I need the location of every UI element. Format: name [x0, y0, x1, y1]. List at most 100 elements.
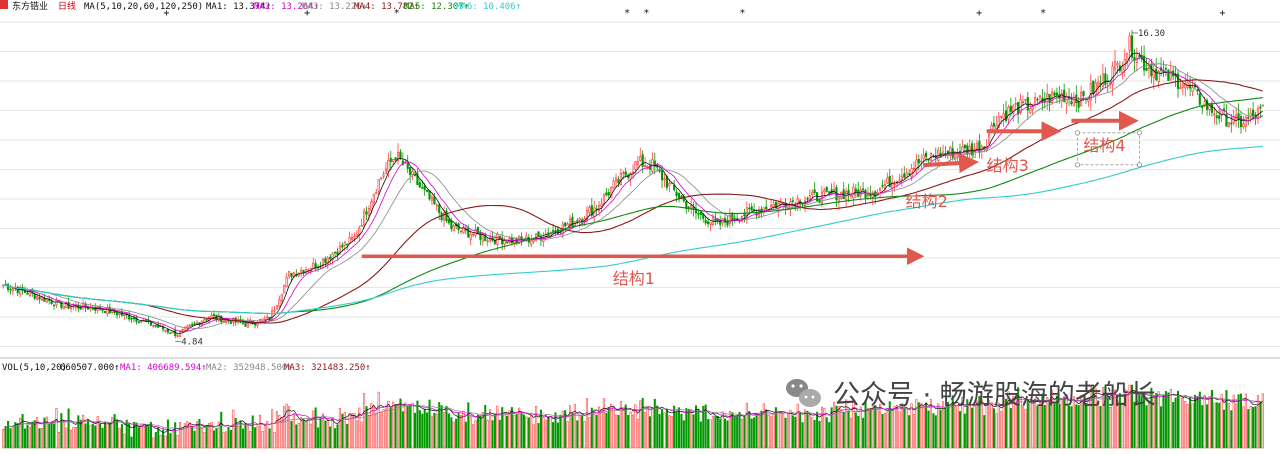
- candle-body: [564, 222, 567, 227]
- volume-bar: [1239, 393, 1243, 449]
- candle-body: [82, 303, 85, 309]
- candle-body: [796, 198, 799, 205]
- candle-body: [653, 160, 656, 167]
- volume-bar: [733, 416, 736, 449]
- volume-bar: [1051, 390, 1054, 449]
- volume-bar: [91, 423, 94, 449]
- candle-body: [1247, 117, 1250, 119]
- volume-bar: [481, 411, 484, 449]
- candle-body: [1029, 108, 1032, 114]
- candle-body: [629, 172, 632, 180]
- volume-bar: [1000, 411, 1003, 449]
- candle-body: [353, 236, 356, 239]
- candle-body: [195, 322, 199, 325]
- candle-body: [925, 152, 928, 158]
- volume-bar: [724, 418, 727, 449]
- candle-body: [995, 125, 998, 129]
- volume-bar: [67, 408, 70, 449]
- volume-bar: [11, 425, 14, 449]
- candle-body: [9, 288, 12, 291]
- volume-bar: [893, 405, 896, 449]
- volume-bar: [251, 415, 254, 449]
- volume-bar: [661, 409, 664, 449]
- candle-body: [331, 253, 334, 261]
- candle-body: [1046, 93, 1049, 100]
- volume-bar: [985, 405, 988, 449]
- candle-body: [467, 227, 470, 238]
- volume-bar: [636, 418, 639, 449]
- volume-bar: [1157, 391, 1160, 449]
- candle-body: [285, 276, 288, 288]
- ma6-label: MA6: 10.406↑: [456, 2, 521, 12]
- candle-body: [479, 232, 482, 240]
- candle-body: [1189, 84, 1192, 89]
- candle-body: [389, 157, 392, 163]
- volume-bar: [288, 406, 291, 449]
- volume-bar: [813, 420, 816, 449]
- candle-body: [1002, 113, 1005, 119]
- candle-body: [605, 192, 608, 196]
- volume-bar: [1130, 384, 1134, 449]
- candle-body: [266, 316, 269, 319]
- volume-bar: [358, 407, 361, 449]
- volume-bar: [694, 405, 698, 449]
- candle-body: [28, 291, 31, 296]
- candle-body: [772, 204, 775, 208]
- volume-bar: [794, 416, 797, 449]
- volume-bar: [515, 413, 518, 449]
- volume-bar: [1114, 389, 1117, 449]
- volume-bar: [581, 414, 584, 449]
- volume-bar: [74, 427, 77, 449]
- volume-bar: [304, 420, 308, 449]
- volume-bar: [234, 418, 237, 449]
- candle-body: [416, 173, 419, 186]
- volume-bar: [372, 406, 375, 449]
- volume-bar: [319, 418, 322, 449]
- volume-bar: [203, 432, 206, 449]
- candle-body: [380, 177, 383, 179]
- candle-body: [602, 194, 606, 205]
- volume-bar: [145, 424, 148, 449]
- volume-bar: [195, 421, 199, 449]
- volume-bar: [82, 414, 85, 449]
- candle-body: [1031, 106, 1034, 110]
- volume-bar: [467, 402, 470, 449]
- candle-body: [1157, 71, 1160, 83]
- volume-bar: [513, 415, 516, 449]
- candle-body: [673, 184, 676, 191]
- candle-body: [1147, 67, 1151, 70]
- volume-bar: [961, 396, 964, 449]
- volume-bar: [1138, 392, 1141, 449]
- candle-body: [462, 226, 465, 234]
- candle-body: [210, 315, 213, 319]
- candle-body: [1203, 101, 1206, 107]
- volume-bar: [365, 406, 368, 449]
- candle-body: [263, 318, 266, 321]
- volume-bar: [658, 414, 661, 449]
- candle-body: [1230, 122, 1233, 125]
- candle-body: [530, 239, 533, 245]
- candle-body: [612, 180, 615, 189]
- candle-body: [375, 191, 378, 195]
- candle-body: [43, 297, 46, 302]
- volume-bar: [549, 416, 552, 449]
- candle-body: [1000, 116, 1003, 118]
- candle-body: [346, 243, 349, 246]
- volume-bar: [760, 410, 763, 449]
- volume-bar: [423, 408, 426, 449]
- volume-bar: [983, 415, 986, 449]
- volume-bar: [535, 405, 538, 449]
- volume-bar: [883, 412, 886, 449]
- candle-body: [336, 251, 339, 256]
- candle-body: [1167, 69, 1170, 82]
- volume-bar: [1043, 404, 1046, 449]
- volume-bar: [702, 406, 705, 449]
- candle-body: [866, 194, 870, 197]
- volume-bar: [275, 411, 278, 449]
- volume-bar: [28, 426, 31, 449]
- volume-bar: [784, 417, 787, 449]
- candle-body: [132, 317, 136, 320]
- volume-bar: [825, 417, 828, 449]
